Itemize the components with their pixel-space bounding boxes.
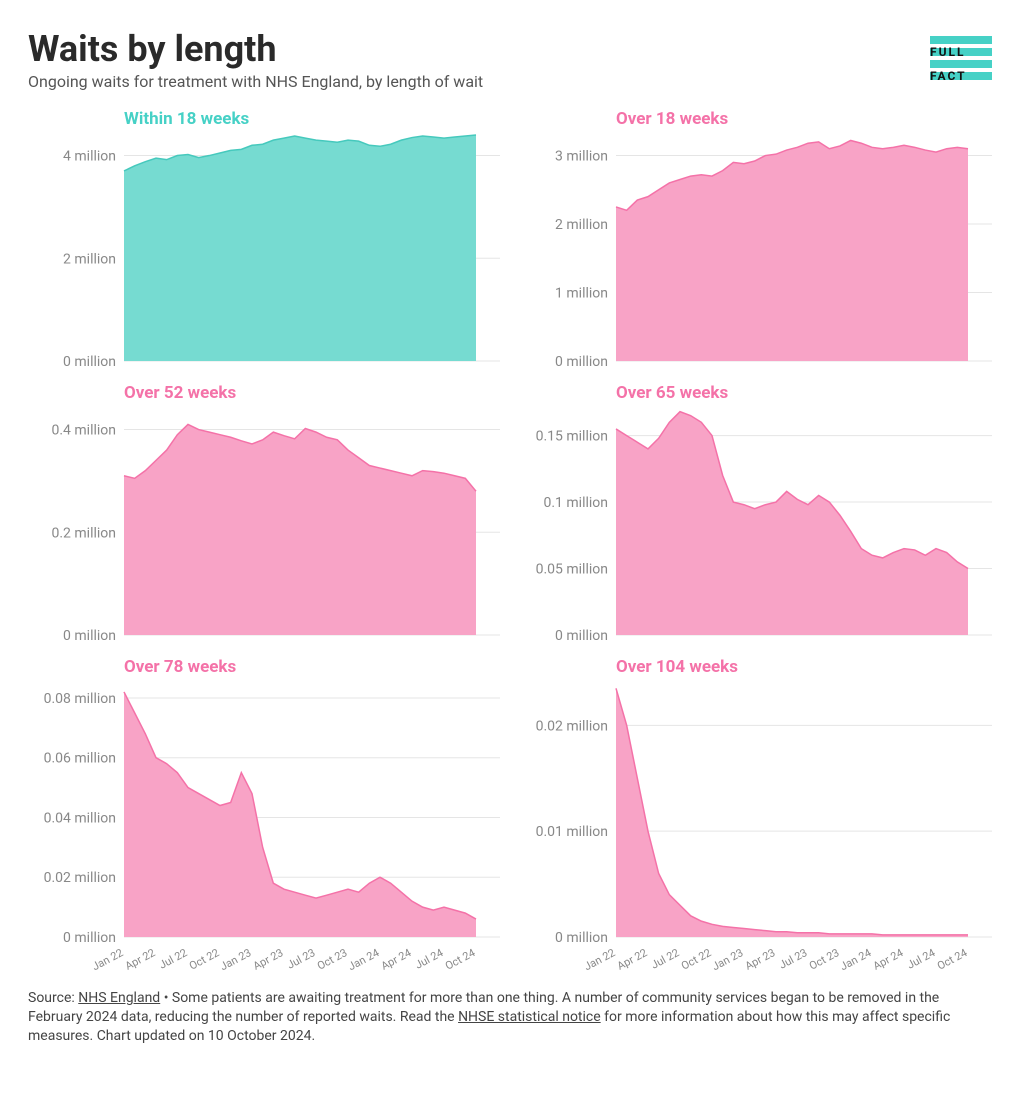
chart-title: Over 18 weeks — [616, 109, 992, 129]
y-tick-label: 0.08 million — [44, 691, 116, 707]
y-tick-label: 2 million — [555, 217, 608, 233]
footer-prefix: Source: — [28, 990, 78, 1006]
x-tick-label: Apr 24 — [871, 946, 906, 971]
chart-svg: 0 million 0.05 million 0.1 million 0.15 mil… — [520, 405, 992, 645]
y-tick-label: 0.02 million — [536, 718, 608, 734]
logo-bar-3 — [930, 60, 992, 68]
logo-text-1: FULL — [930, 48, 965, 56]
y-tick-label: 0.04 million — [44, 810, 116, 826]
logo-bar-4: FACT — [930, 72, 992, 80]
x-tick-label: Apr 23 — [743, 946, 778, 971]
x-tick-label: Oct 22 — [679, 946, 713, 971]
chart-area — [616, 412, 968, 635]
chart-grid: Within 18 weeks 0 million 2 million 4 milli… — [28, 109, 992, 971]
y-tick-label: 3 million — [555, 149, 608, 165]
x-tick-label: Jan 22 — [582, 946, 617, 971]
x-tick-label: Jul 22 — [649, 946, 682, 971]
logo-bar-1 — [930, 36, 992, 44]
page-title: Waits by length — [28, 28, 992, 70]
y-tick-label: 0 million — [63, 628, 116, 644]
x-tick-label: Oct 24 — [443, 946, 477, 971]
x-tick-label: Oct 24 — [935, 946, 969, 971]
x-tick-label: Oct 23 — [315, 946, 349, 971]
x-tick-label: Apr 24 — [379, 946, 414, 971]
y-tick-label: 2 million — [63, 251, 116, 267]
y-tick-label: 1 million — [555, 286, 608, 302]
x-tick-label: Apr 22 — [123, 946, 158, 971]
chart-svg: 0 million 2 million 4 million — [28, 131, 500, 371]
chart-cell: Over 104 weeks 0 million 0.01 million 0.02 … — [520, 657, 992, 971]
y-tick-label: 0.01 million — [536, 824, 608, 840]
chart-cell: Over 65 weeks 0 million 0.05 million 0.1 mi… — [520, 383, 992, 645]
x-tick-label: Jul 23 — [777, 946, 810, 971]
chart-area — [124, 692, 476, 937]
logo-bar-2: FULL — [930, 48, 992, 56]
x-tick-label: Jul 24 — [905, 946, 938, 971]
chart-cell: Within 18 weeks 0 million 2 million 4 milli… — [28, 109, 500, 371]
x-tick-label: Jan 24 — [838, 946, 873, 971]
chart-cell: Over 18 weeks 0 million 1 million 2 million… — [520, 109, 992, 371]
page: FULL FACT Waits by length Ongoing waits … — [0, 0, 1020, 1046]
x-tick-label: Jul 23 — [285, 946, 318, 971]
x-tick-label: Jan 24 — [346, 946, 381, 971]
y-tick-label: 0 million — [63, 930, 116, 946]
page-subtitle: Ongoing waits for treatment with NHS Eng… — [28, 72, 992, 91]
footer: Source: NHS England • Some patients are … — [28, 989, 992, 1046]
y-tick-label: 0 million — [555, 354, 608, 370]
chart-title: Over 78 weeks — [124, 657, 500, 677]
x-tick-label: Oct 23 — [807, 946, 841, 971]
chart-title: Within 18 weeks — [124, 109, 500, 129]
chart-cell: Over 52 weeks 0 million 0.2 million 0.4 mil… — [28, 383, 500, 645]
chart-title: Over 65 weeks — [616, 383, 992, 403]
y-tick-label: 0.1 million — [543, 495, 608, 511]
x-tick-label: Jan 23 — [710, 946, 745, 971]
x-tick-label: Jan 23 — [218, 946, 253, 971]
y-tick-label: 0 million — [63, 354, 116, 370]
y-tick-label: 4 million — [63, 149, 116, 165]
footer-link-nhse-notice[interactable]: NHSE statistical notice — [458, 1009, 601, 1025]
y-tick-label: 0 million — [555, 930, 608, 946]
x-tick-label: Apr 22 — [615, 946, 650, 971]
chart-title: Over 104 weeks — [616, 657, 992, 677]
header: FULL FACT Waits by length Ongoing waits … — [28, 28, 992, 91]
chart-area — [124, 424, 476, 635]
x-tick-label: Apr 23 — [251, 946, 286, 971]
chart-area — [124, 135, 476, 361]
y-tick-label: 0.02 million — [44, 870, 116, 886]
chart-area — [616, 140, 968, 361]
logo-text-2: FACT — [930, 72, 967, 80]
x-tick-label: Jul 22 — [157, 946, 190, 971]
x-tick-label: Jan 22 — [90, 946, 125, 971]
chart-svg: 0 million 0.2 million 0.4 million — [28, 405, 500, 645]
chart-title: Over 52 weeks — [124, 383, 500, 403]
y-tick-label: 0.15 million — [536, 429, 608, 445]
x-tick-label: Oct 22 — [187, 946, 221, 971]
y-tick-label: 0.2 million — [51, 525, 116, 541]
chart-cell: Over 78 weeks 0 million 0.02 million 0.04 m… — [28, 657, 500, 971]
chart-svg: 0 million0.01 million0.02 millionJan 22A… — [520, 679, 992, 971]
y-tick-label: 0 million — [555, 628, 608, 644]
fullfact-logo: FULL FACT — [930, 36, 992, 84]
y-tick-label: 0.06 million — [44, 751, 116, 767]
footer-link-nhs-england[interactable]: NHS England — [78, 990, 160, 1006]
y-tick-label: 0.05 million — [536, 562, 608, 578]
y-tick-label: 0.4 million — [51, 423, 116, 439]
chart-svg: 0 million 0.02 million 0.04 million 0.06 mi… — [28, 679, 500, 971]
chart-svg: 0 million 1 million 2 million 3 million — [520, 131, 992, 371]
x-tick-label: Jul 24 — [413, 946, 446, 971]
